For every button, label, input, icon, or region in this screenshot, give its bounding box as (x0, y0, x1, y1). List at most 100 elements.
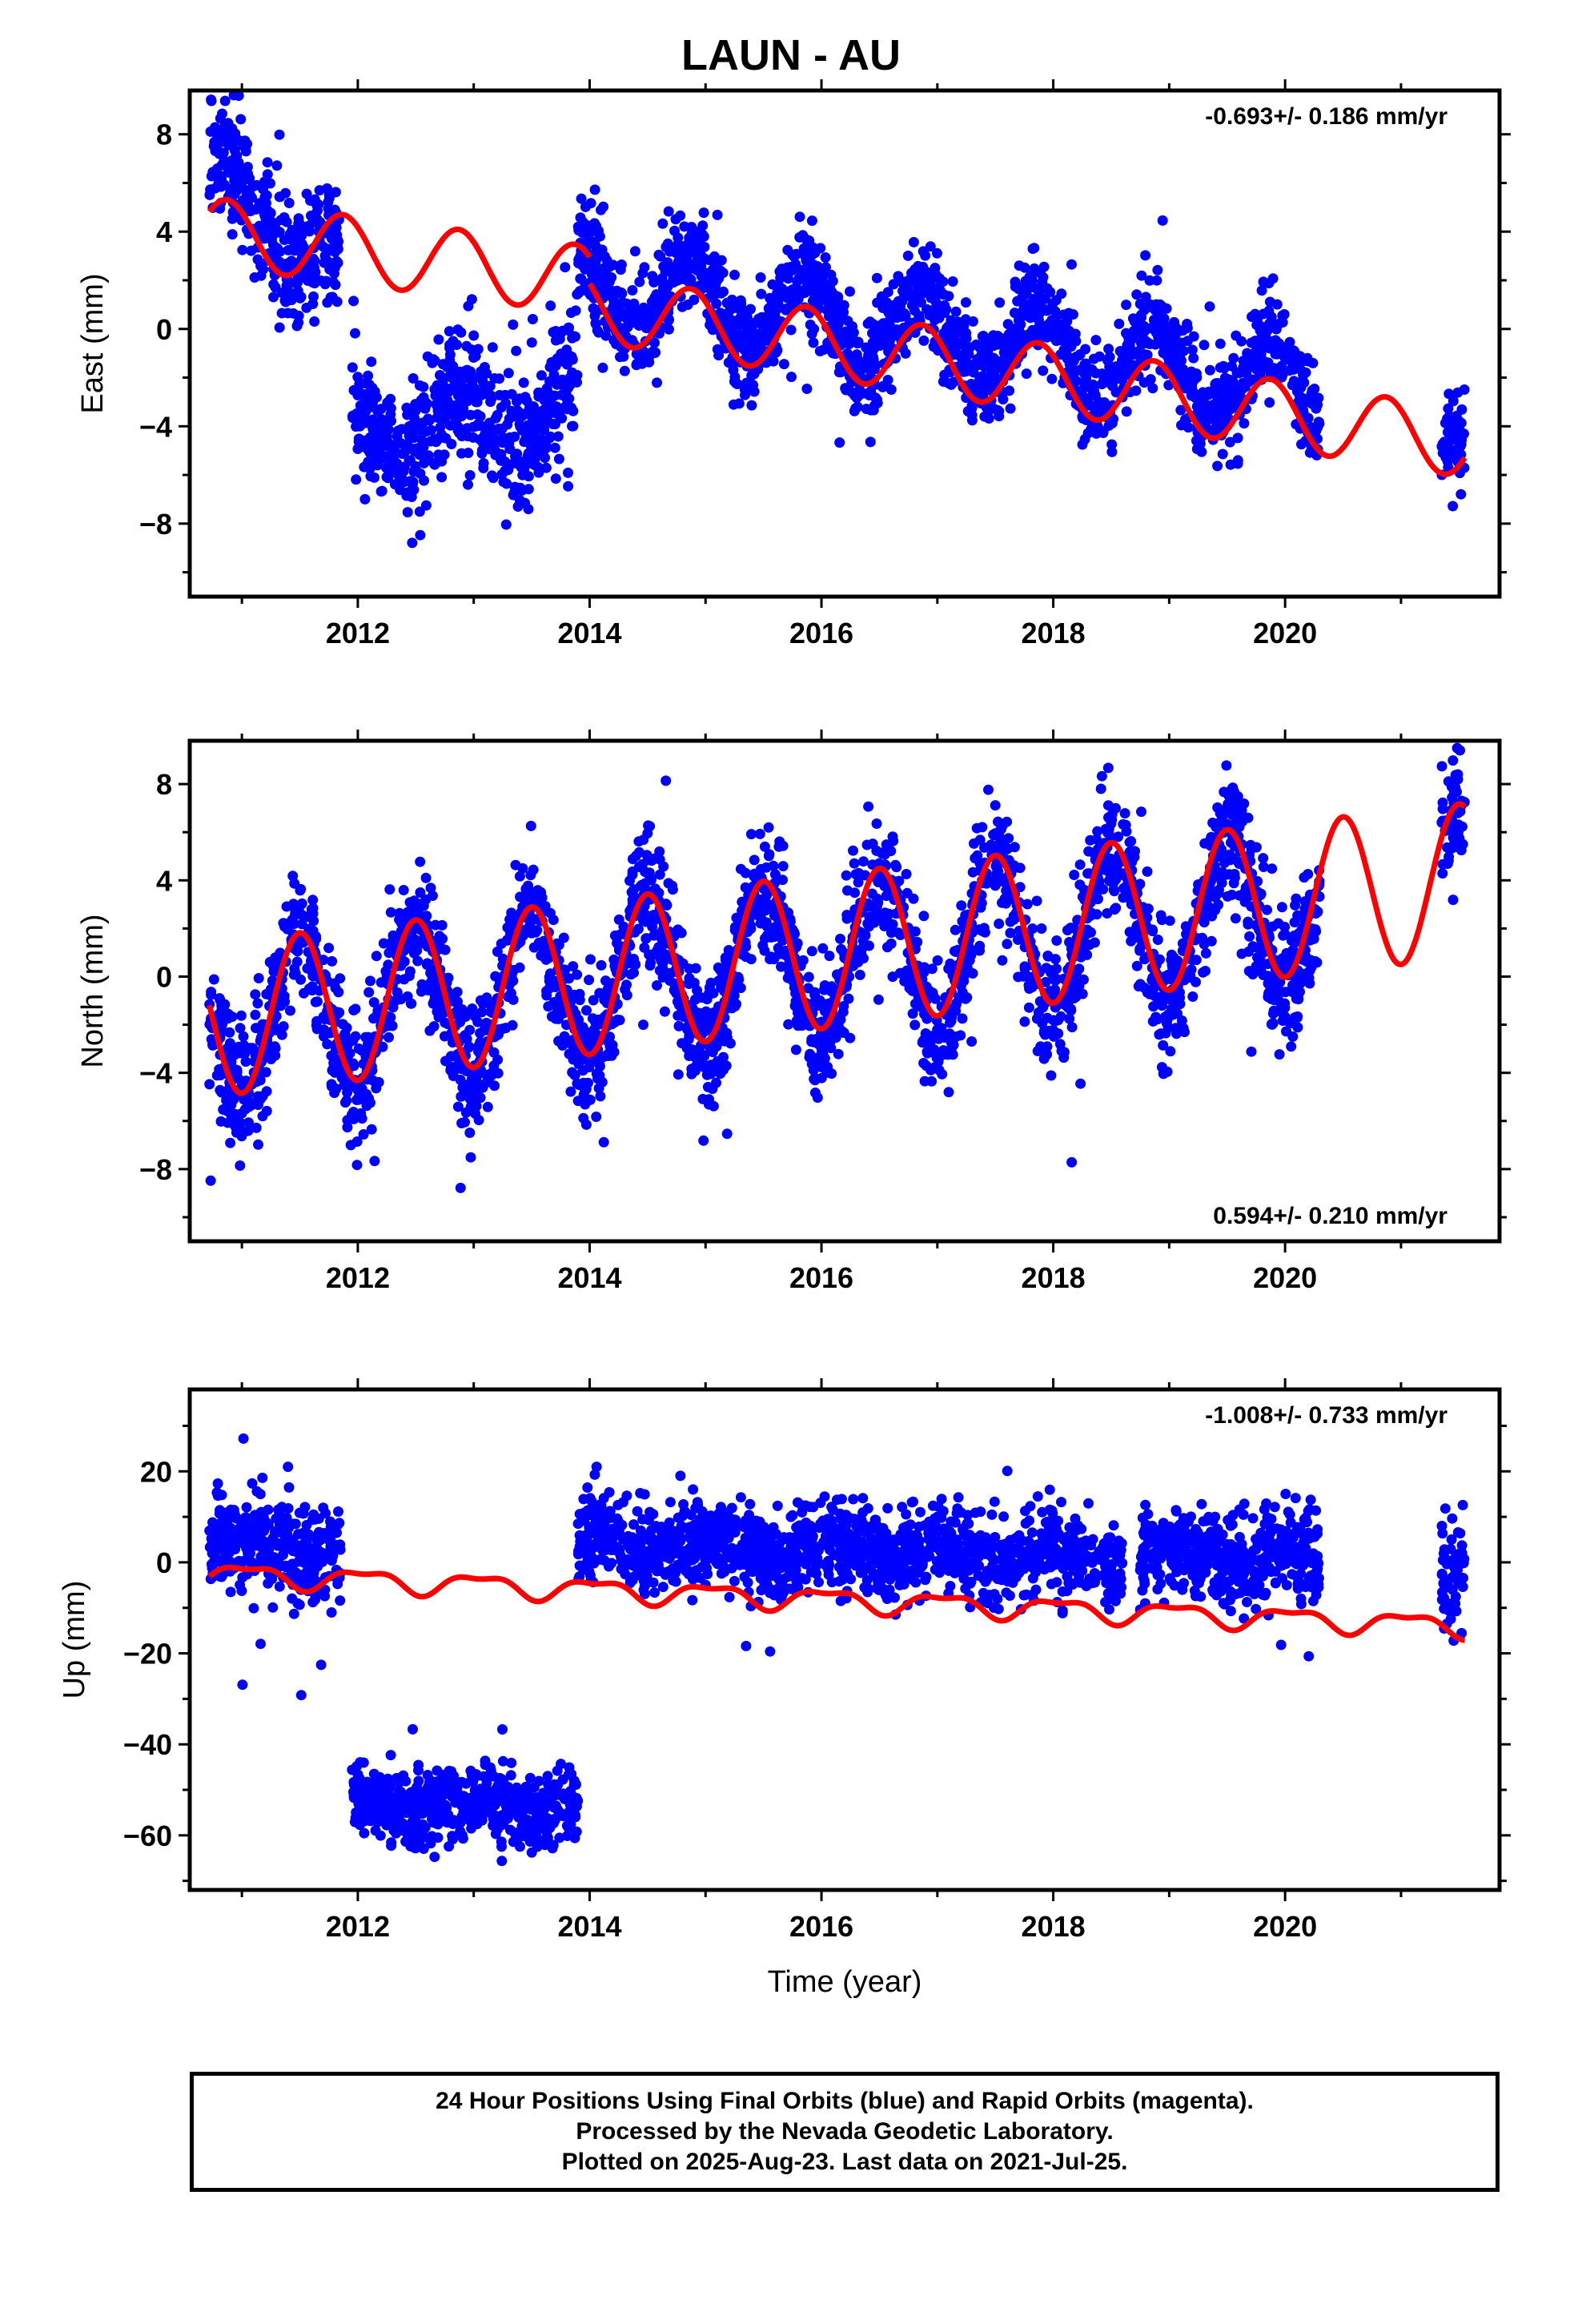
data-point (887, 919, 898, 930)
data-point (564, 393, 575, 404)
data-point (910, 273, 921, 284)
data-point (930, 296, 942, 308)
y-tick-label: 8 (156, 119, 172, 151)
data-point (628, 967, 639, 979)
data-point (794, 211, 805, 223)
data-point (638, 1019, 648, 1031)
data-point (936, 1023, 947, 1034)
data-point (861, 839, 873, 850)
data-point (937, 1068, 948, 1080)
data-point (990, 800, 1001, 811)
data-point (960, 366, 971, 377)
data-point (274, 322, 285, 333)
data-point (424, 1025, 436, 1036)
data-point (371, 951, 382, 962)
data-point (756, 288, 767, 300)
data-point (1114, 318, 1125, 329)
data-point (617, 296, 628, 308)
data-point (1024, 308, 1034, 319)
data-point (255, 201, 266, 212)
data-point (1046, 1070, 1057, 1081)
data-point (902, 275, 913, 287)
data-point (777, 861, 789, 872)
data-point (366, 458, 377, 469)
data-point (1130, 349, 1141, 360)
data-point (1291, 893, 1302, 904)
data-point (1254, 350, 1264, 360)
data-point (580, 201, 591, 212)
data-point (827, 275, 838, 287)
data-point (1147, 383, 1158, 394)
data-point (295, 292, 306, 304)
data-point (560, 262, 571, 273)
data-point (979, 842, 990, 853)
data-point (679, 221, 690, 232)
y-tick-label: 0 (156, 313, 172, 346)
data-point (962, 406, 974, 416)
data-point (781, 304, 792, 314)
data-point (235, 1023, 246, 1034)
data-point (567, 420, 577, 432)
data-point (381, 462, 391, 473)
data-point (378, 938, 389, 949)
data-point (698, 207, 709, 219)
data-point (608, 259, 619, 271)
data-point (1138, 304, 1150, 316)
data-point (652, 980, 662, 991)
data-point (1038, 261, 1050, 272)
data-point (477, 437, 488, 448)
data-point (1291, 993, 1302, 1004)
data-point (798, 243, 809, 254)
data-point (1157, 1000, 1167, 1011)
data-point (605, 290, 616, 301)
data-point (1456, 489, 1467, 500)
data-point (767, 279, 778, 290)
data-point (221, 127, 231, 138)
data-point (629, 246, 640, 257)
data-point (786, 372, 797, 383)
data-point (1088, 353, 1099, 364)
data-point (1238, 356, 1249, 366)
data-point (725, 314, 737, 325)
data-point (369, 1156, 380, 1167)
data-point (792, 276, 803, 287)
data-point (414, 421, 425, 432)
data-point (229, 188, 240, 199)
data-point (271, 160, 283, 171)
data-point (1307, 398, 1318, 409)
data-point (661, 241, 672, 252)
data-point (817, 943, 829, 954)
data-point (475, 372, 486, 384)
data-point (596, 959, 607, 971)
data-point (618, 351, 629, 362)
data-point (510, 859, 521, 870)
data-point (872, 397, 883, 408)
data-point (803, 971, 814, 983)
data-point (677, 958, 689, 969)
data-point (414, 380, 425, 391)
data-point (652, 377, 662, 388)
data-point (952, 317, 963, 328)
data-point (469, 348, 480, 359)
data-point (1005, 403, 1016, 414)
data-point (626, 887, 637, 898)
data-point (695, 239, 706, 251)
data-point (930, 263, 941, 274)
data-point (1215, 338, 1226, 349)
data-point (967, 866, 978, 878)
data-point (436, 456, 448, 467)
data-point (1148, 1001, 1159, 1012)
data-point (1250, 336, 1261, 347)
data-point (966, 415, 978, 426)
data-point (251, 179, 262, 191)
data-point (787, 249, 798, 260)
data-point (426, 424, 437, 436)
data-point (615, 264, 626, 275)
data-point (598, 1136, 609, 1148)
data-point (846, 387, 857, 398)
data-point (1212, 460, 1223, 472)
data-point (314, 185, 325, 196)
data-point (1182, 319, 1193, 329)
data-point (745, 829, 757, 840)
data-point (1137, 329, 1148, 340)
